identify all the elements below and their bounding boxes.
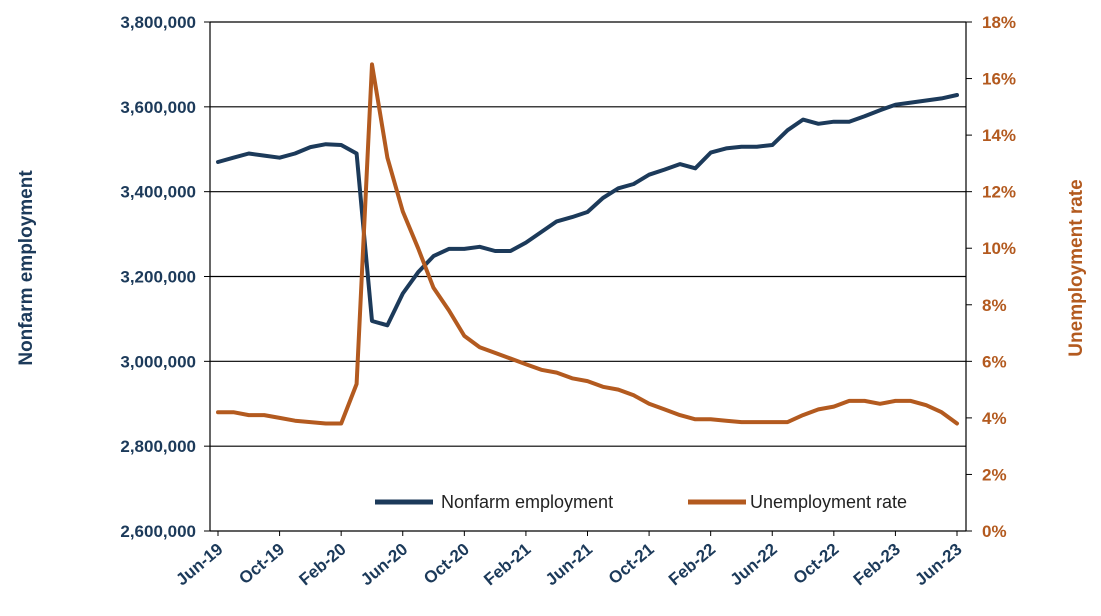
unemployment-rate-line — [216, 62, 959, 426]
right-y-tick-label: 12% — [982, 183, 1016, 202]
left-y-tick-label: 3,000,000 — [120, 352, 196, 371]
legend-label-nonfarm: Nonfarm employment — [441, 492, 613, 512]
right-y-tick-label: 2% — [982, 465, 1007, 484]
x-tick-label: Oct-20 — [420, 540, 473, 589]
x-tick-label: Oct-22 — [790, 540, 843, 589]
left-y-ticks: 2,600,000 2,800,000 3,000,000 3,200,000 3,40… — [120, 13, 210, 541]
x-tick-label: Feb-21 — [480, 540, 534, 590]
series-lines — [216, 62, 959, 426]
left-y-tick-label: 3,400,000 — [120, 183, 196, 202]
x-tick-label: Jun-23 — [911, 540, 965, 590]
left-y-tick-label: 3,200,000 — [120, 268, 196, 287]
left-y-axis-title: Nonfarm employment — [16, 170, 37, 366]
left-y-tick-label: 2,800,000 — [120, 437, 196, 456]
x-tick-label: Feb-22 — [665, 540, 719, 590]
gridlines — [210, 21, 966, 447]
nonfarm-employment-line — [216, 93, 959, 328]
x-tick-label: Oct-19 — [235, 540, 288, 589]
right-y-tick-label: 0% — [982, 522, 1007, 541]
left-y-tick-label: 3,600,000 — [120, 98, 196, 117]
left-y-tick-label: 3,800,000 — [120, 13, 196, 32]
x-tick-label: Jun-22 — [727, 540, 781, 590]
right-y-ticks: 0% 2% 4% 6% 8% 10% 12% 14% 16% 18% — [966, 13, 1016, 541]
x-tick-label: Jun-20 — [357, 540, 411, 590]
right-y-tick-label: 18% — [982, 13, 1016, 32]
legend-label-unemployment: Unemployment rate — [750, 492, 907, 512]
right-y-tick-label: 4% — [982, 409, 1007, 428]
right-y-axis-title: Unemployment rate — [1066, 179, 1087, 356]
right-y-tick-label: 6% — [982, 352, 1007, 371]
right-y-tick-label: 8% — [982, 296, 1007, 315]
right-y-tick-label: 16% — [982, 70, 1016, 89]
right-y-tick-label: 14% — [982, 126, 1016, 145]
right-y-tick-label: 10% — [982, 239, 1016, 258]
x-tick-label: Feb-20 — [296, 540, 350, 590]
x-tick-label: Jun-19 — [172, 540, 226, 590]
x-ticks: Jun-19 Oct-19 Feb-20 Jun-20 Oct-20 Feb-21 Jun-… — [172, 531, 966, 590]
legend: Nonfarm employment Unemployment rate — [375, 492, 907, 512]
x-tick-label: Feb-23 — [850, 540, 904, 590]
left-y-tick-label: 2,600,000 — [120, 522, 196, 541]
x-tick-label: Jun-21 — [542, 540, 596, 590]
x-tick-label: Oct-21 — [605, 540, 658, 589]
